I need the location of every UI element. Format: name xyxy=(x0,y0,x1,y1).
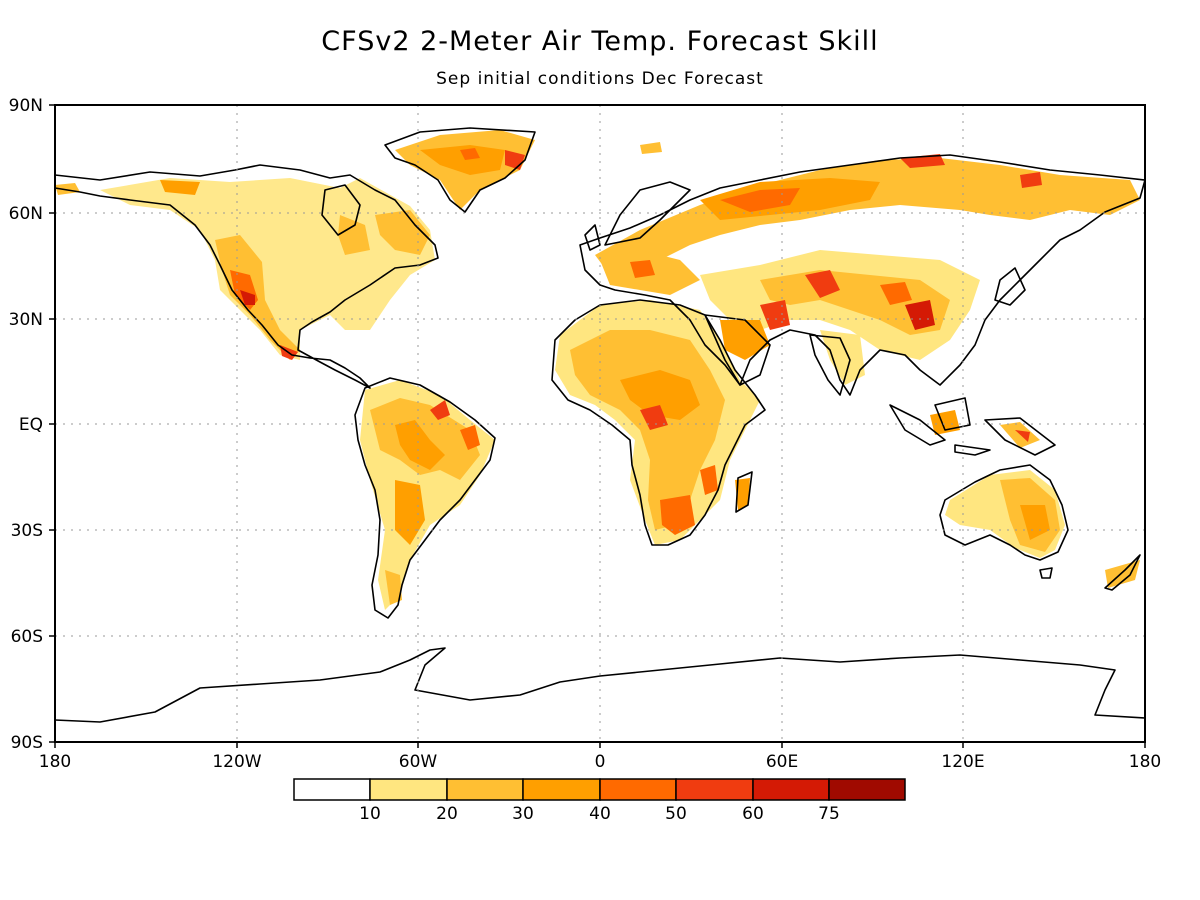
legend-bin xyxy=(752,778,830,801)
legend-bin xyxy=(446,778,524,801)
lat-label: 30N xyxy=(9,310,43,330)
lat-label: 90N xyxy=(9,96,43,116)
map-title: CFSv2 2-Meter Air Temp. Forecast Skill xyxy=(321,26,879,57)
lat-label: 60N xyxy=(9,204,43,224)
lat-label: 60S xyxy=(11,627,43,647)
latitude-labels: 90N 60N 30N EQ 30S 60S 90S xyxy=(9,96,43,753)
lat-label: 30S xyxy=(11,521,43,541)
legend-label: 20 xyxy=(436,804,458,824)
coastlines xyxy=(54,127,1146,723)
lon-label: 180 xyxy=(39,752,71,772)
legend-label: 50 xyxy=(665,804,687,824)
legend-bin xyxy=(675,778,754,801)
lon-label: 60W xyxy=(399,752,438,772)
lon-label: 180 xyxy=(1129,752,1161,772)
legend-bin xyxy=(828,778,906,801)
longitude-labels: 180 120W 60W 0 60E 120E 180 xyxy=(39,752,1161,772)
legend-label: 10 xyxy=(359,804,381,824)
lon-label: 120W xyxy=(212,752,261,772)
graticule xyxy=(55,105,1145,742)
map-subtitle: Sep initial conditions Dec Forecast xyxy=(436,69,764,89)
skill-shading xyxy=(55,130,1140,610)
legend-bin xyxy=(599,778,677,801)
color-legend: 10 20 30 40 50 60 75 xyxy=(293,778,906,824)
axis-ticks xyxy=(49,104,1146,748)
legend-label: 60 xyxy=(742,804,764,824)
legend-label: 75 xyxy=(818,804,840,824)
legend-label: 40 xyxy=(589,804,611,824)
lon-label: 60E xyxy=(766,752,798,772)
lon-label: 0 xyxy=(595,752,606,772)
lat-label: 90S xyxy=(11,733,43,753)
lat-label: EQ xyxy=(19,415,43,435)
legend-bin xyxy=(522,778,601,801)
legend-label: 30 xyxy=(512,804,534,824)
legend-bin xyxy=(369,778,448,801)
legend-bin xyxy=(293,778,371,801)
lon-label: 120E xyxy=(941,752,984,772)
